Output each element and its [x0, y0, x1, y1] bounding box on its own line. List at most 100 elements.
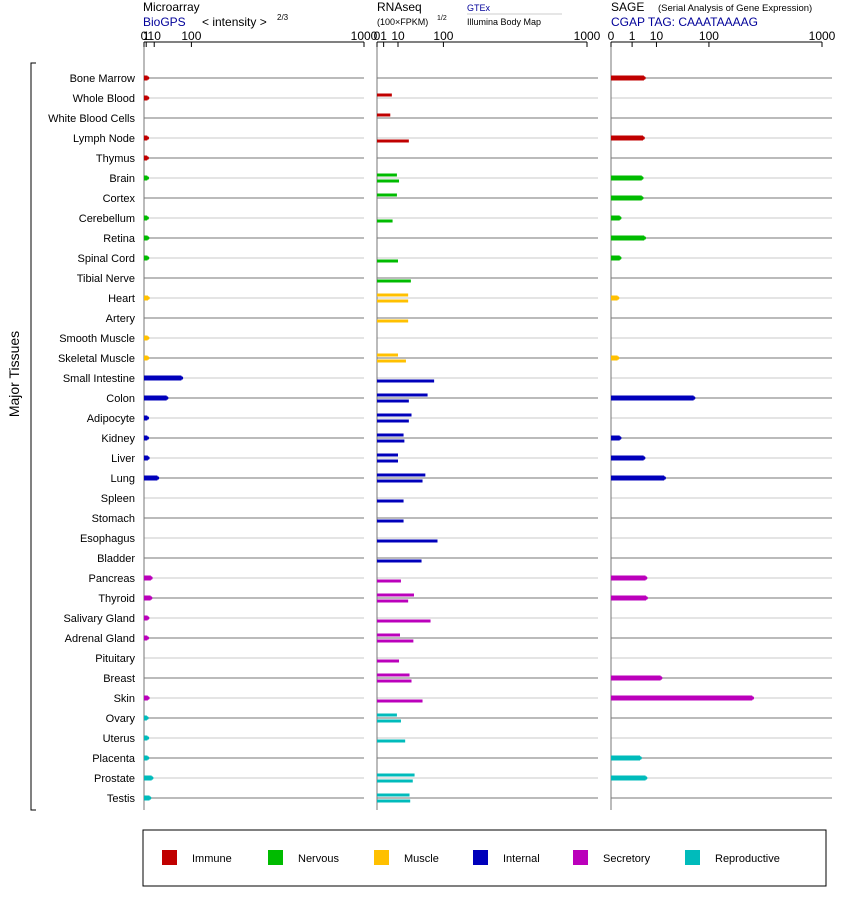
rnaseq-bar [377, 179, 400, 183]
sage-bar-cap [641, 136, 645, 140]
rnaseq-scale-note: (100×FPKM) [377, 17, 428, 27]
tissue-label: Bladder [97, 553, 135, 565]
rnaseq-tick-label: 0 [374, 29, 381, 43]
sage-bar [611, 575, 646, 581]
rnaseq-bar [377, 319, 409, 323]
rnaseq-bar [377, 453, 398, 457]
microarray-bar [144, 615, 148, 621]
rnaseq-bar [377, 439, 405, 443]
sage-subtitle: (Serial Analysis of Gene Expression) [658, 3, 812, 14]
microarray-bar-cap [145, 736, 150, 740]
microarray-bar [144, 595, 151, 601]
sage-bar [611, 395, 694, 401]
tissue-labels: Bone Marrow Whole Blood White Blood Cells L… [48, 73, 136, 805]
rnaseq-bar [377, 679, 412, 683]
tissue-label: Bone Marrow [70, 73, 135, 85]
biogps-source: BioGPS [143, 15, 186, 29]
legend-label: Nervous [298, 853, 339, 865]
legend-label: Reproductive [715, 853, 780, 865]
microarray-bar-cap [145, 436, 150, 440]
tissue-label: Pancreas [89, 573, 136, 585]
sage-bar-cap [644, 596, 648, 600]
rnaseq-bar [377, 499, 404, 503]
microarray-bar-cap [145, 76, 150, 80]
microarray-tick-label: 1000 [351, 29, 378, 43]
rnaseq-bar [377, 379, 435, 383]
tissue-label: Adrenal Gland [65, 633, 135, 645]
rnaseq-bar [377, 93, 392, 97]
rnaseq-bar [377, 673, 410, 677]
legend-swatch [473, 850, 488, 865]
sage-bar [611, 135, 644, 141]
tissue-label: Cerebellum [79, 213, 135, 225]
legend-swatch [573, 850, 588, 865]
sage-bar [611, 755, 641, 761]
microarray-tick-label: 100 [181, 29, 201, 43]
microarray-bar-cap [145, 156, 149, 160]
rnaseq-bar [377, 773, 415, 777]
sage-bar [611, 455, 644, 461]
microarray-bar-cap [145, 96, 150, 100]
tissue-label: Small Intestine [63, 373, 135, 385]
sage-bar [611, 475, 665, 481]
sage-bar-cap [617, 436, 622, 440]
microarray-bar-cap [146, 456, 150, 460]
microarray-bar [144, 235, 148, 241]
tissue-label: Thymus [96, 153, 136, 165]
rnaseq-bar [377, 399, 409, 403]
legend-label: Immune [192, 853, 232, 865]
illumina-source: Illumina Body Map [467, 17, 541, 27]
rnaseq-bar [377, 799, 411, 803]
tissue-label: Breast [103, 673, 135, 685]
microarray-bar-cap [145, 256, 150, 260]
sage-tick-label: 100 [699, 29, 719, 43]
microarray-bar-cap [145, 136, 150, 140]
legend-label: Secretory [603, 853, 651, 865]
sage-tick-label: 10 [650, 29, 664, 43]
tissue-label: Ovary [106, 713, 136, 725]
sage-bar-cap [639, 176, 644, 180]
sage-bar-cap [642, 76, 646, 80]
rnaseq-bar [377, 219, 393, 223]
microarray-bar-cap [145, 716, 149, 720]
sage-bar [611, 75, 644, 81]
rnaseq-bar [377, 473, 426, 477]
sage-bar-cap [639, 196, 644, 200]
microarray-bar-cap [149, 776, 154, 780]
microarray-scale-exponent: 2/3 [277, 13, 289, 22]
rnaseq-bar [377, 779, 413, 783]
tissue-label: Kidney [101, 433, 135, 445]
microarray-bar-cap [145, 616, 150, 620]
legend-swatch [374, 850, 389, 865]
rnaseq-tick-label: 10 [391, 29, 405, 43]
sage-bar-cap [617, 216, 622, 220]
tissue-label: Colon [106, 393, 135, 405]
microarray-bar-cap [155, 476, 160, 480]
rnaseq-bar [377, 293, 409, 297]
rnaseq-bar [377, 193, 397, 197]
rnaseq-bar [377, 739, 406, 743]
rnaseq-bar [377, 413, 412, 417]
sage-bar [611, 235, 645, 241]
sage-bar-cap [615, 296, 620, 300]
tissue-label: Pituitary [95, 653, 135, 665]
sage-bar-cap [691, 396, 696, 400]
microarray-bar [144, 775, 152, 781]
rnaseq-bar [377, 619, 431, 623]
microarray-bar-cap [146, 296, 150, 300]
rnaseq-bar [377, 659, 400, 663]
microarray-bar-cap [145, 416, 150, 420]
microarray-bar-cap [164, 396, 169, 400]
microarray-bar-cap [145, 336, 150, 340]
tissue-label: Artery [106, 313, 136, 325]
sage-bar-cap [658, 676, 663, 680]
sage-bar [611, 775, 646, 781]
microarray-bar-cap [147, 796, 152, 800]
y-axis-label: Major Tissues [6, 331, 22, 417]
rnaseq-bar [377, 433, 404, 437]
legend-swatch [685, 850, 700, 865]
rnaseq-tick-label: 1000 [574, 29, 601, 43]
tissue-label: Lung [111, 473, 135, 485]
microarray-bar [144, 575, 151, 581]
